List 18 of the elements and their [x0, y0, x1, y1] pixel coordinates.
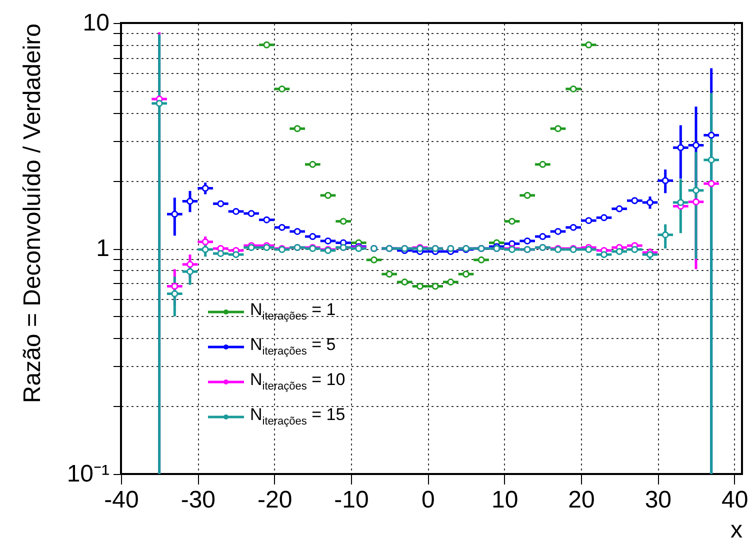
x-tick-label: -20 [257, 486, 292, 514]
x-tick-label: 0 [421, 486, 435, 514]
x-tick-label: 20 [568, 486, 595, 514]
legend-label: N$_{iterações}$ = 5 [250, 335, 336, 358]
y-axis-title: Razão = Deconvoluído / Verdadeiro [18, 24, 46, 404]
x-tick-label: -40 [104, 486, 139, 514]
y-tick-label: 10 [82, 10, 110, 36]
x-tick-label: 30 [644, 486, 672, 514]
y-tick-label: 1 [96, 235, 110, 262]
x-tick-label: 40 [721, 486, 748, 514]
legend-label: N$_{iterações}$ = 1 [250, 300, 336, 323]
x-axis-title: x [730, 516, 742, 544]
x-tick-label: -10 [334, 486, 369, 514]
x-tick-label: -30 [180, 486, 216, 514]
legend-label: N$_{iterações}$ = 15 [250, 405, 346, 428]
y-tick-label: 10⁻¹ [66, 460, 110, 488]
x-tick-label: 10 [491, 486, 518, 514]
legend-label: N$_{iterações}$ = 10 [250, 370, 346, 393]
